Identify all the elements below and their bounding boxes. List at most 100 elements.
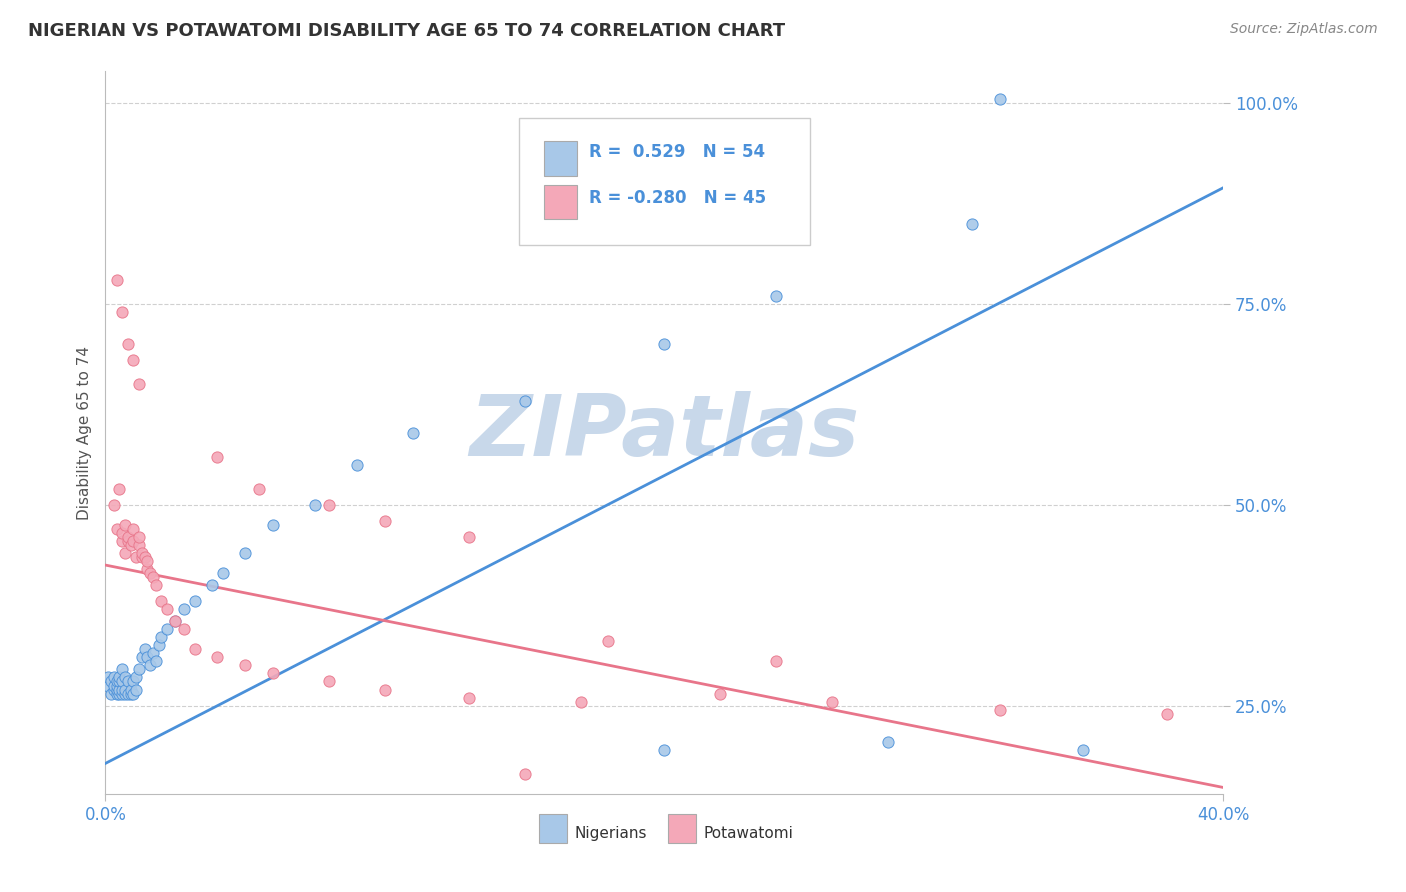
Point xyxy=(131,549,153,565)
Point xyxy=(111,674,134,689)
Point xyxy=(128,662,150,677)
Text: Source: ZipAtlas.com: Source: ZipAtlas.com xyxy=(1230,22,1378,37)
Point xyxy=(117,533,139,548)
Point xyxy=(122,674,145,689)
Point xyxy=(122,353,145,368)
Point xyxy=(117,337,139,351)
Point xyxy=(105,522,128,536)
Point xyxy=(111,682,134,697)
Point xyxy=(765,289,787,303)
Point xyxy=(207,650,229,665)
Point xyxy=(247,482,270,496)
Point xyxy=(117,674,139,689)
Point xyxy=(114,546,136,560)
Point xyxy=(97,678,120,692)
Point xyxy=(318,674,340,689)
Point xyxy=(150,630,173,644)
Point xyxy=(148,639,170,653)
Bar xyxy=(544,185,576,219)
Point xyxy=(105,687,128,701)
Point xyxy=(709,687,731,701)
Point xyxy=(877,735,900,749)
Point xyxy=(1073,742,1095,756)
Point xyxy=(111,525,134,540)
Point xyxy=(134,549,156,565)
Point xyxy=(139,658,162,673)
Point xyxy=(173,602,195,616)
Point xyxy=(128,377,150,392)
Point xyxy=(233,658,256,673)
Point xyxy=(513,393,536,408)
Point xyxy=(114,517,136,532)
Point xyxy=(125,549,148,565)
Point xyxy=(120,682,142,697)
Point xyxy=(136,650,159,665)
Point xyxy=(165,614,187,628)
Point xyxy=(122,522,145,536)
Point xyxy=(105,678,128,692)
Point xyxy=(765,655,787,669)
Point xyxy=(262,517,284,532)
Point xyxy=(103,682,125,697)
Point xyxy=(100,687,122,701)
Point xyxy=(346,458,368,472)
Y-axis label: Disability Age 65 to 74: Disability Age 65 to 74 xyxy=(76,345,91,520)
Point xyxy=(184,642,207,657)
Point xyxy=(128,538,150,552)
Point xyxy=(374,682,396,697)
Point xyxy=(402,425,425,440)
Point xyxy=(122,687,145,701)
Point xyxy=(569,694,592,708)
Point xyxy=(108,687,131,701)
Point xyxy=(131,650,153,665)
Point xyxy=(117,530,139,544)
Point xyxy=(150,594,173,608)
Point xyxy=(105,674,128,689)
Point xyxy=(513,767,536,781)
Point xyxy=(105,273,128,287)
Point xyxy=(654,742,676,756)
Bar xyxy=(544,142,576,176)
Point xyxy=(117,687,139,701)
Point xyxy=(156,602,179,616)
Point xyxy=(103,498,125,512)
Point xyxy=(457,690,479,705)
Text: R = -0.280   N = 45: R = -0.280 N = 45 xyxy=(589,189,766,207)
Text: R =  0.529   N = 54: R = 0.529 N = 54 xyxy=(589,144,766,161)
Point xyxy=(105,682,128,697)
Point xyxy=(569,201,592,215)
Point xyxy=(128,530,150,544)
Point xyxy=(134,642,156,657)
Point xyxy=(988,703,1011,717)
Point xyxy=(304,498,326,512)
Point xyxy=(125,671,148,685)
Point xyxy=(103,678,125,692)
Point xyxy=(207,450,229,464)
Point xyxy=(111,533,134,548)
Point xyxy=(233,546,256,560)
Bar xyxy=(668,814,696,843)
Point xyxy=(111,687,134,701)
Point xyxy=(988,93,1011,107)
Point xyxy=(145,578,167,592)
Point xyxy=(1156,706,1178,721)
Point xyxy=(111,662,134,677)
Point xyxy=(318,498,340,512)
Point xyxy=(136,562,159,576)
Point xyxy=(122,533,145,548)
Point xyxy=(156,623,179,637)
Point xyxy=(654,337,676,351)
Point xyxy=(103,671,125,685)
Bar xyxy=(538,814,567,843)
Point xyxy=(165,614,187,628)
Point xyxy=(108,674,131,689)
FancyBboxPatch shape xyxy=(519,119,810,244)
Point xyxy=(139,566,162,581)
Point xyxy=(108,671,131,685)
Point xyxy=(120,538,142,552)
Point xyxy=(142,570,165,584)
Point xyxy=(145,655,167,669)
Point xyxy=(120,687,142,701)
Point xyxy=(108,482,131,496)
Point xyxy=(97,671,120,685)
